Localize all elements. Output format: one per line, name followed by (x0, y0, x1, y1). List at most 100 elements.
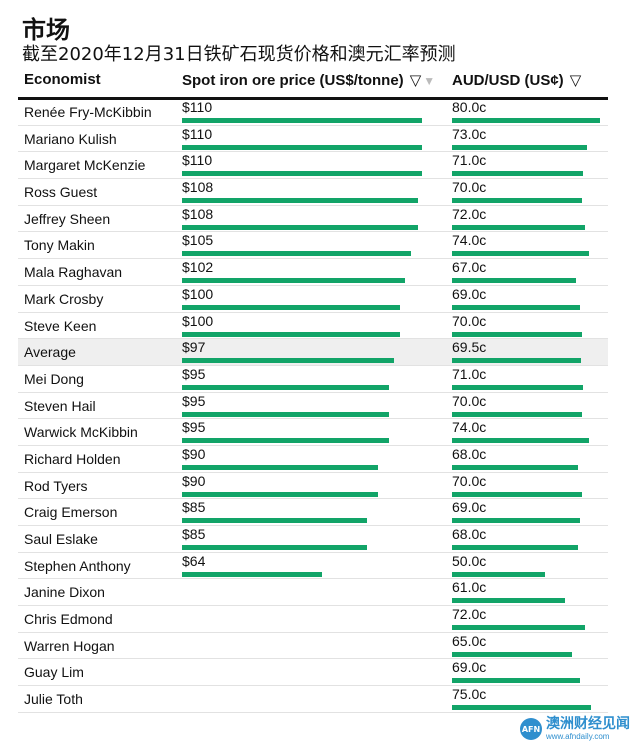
iron-ore-value: $95 (182, 419, 206, 436)
iron-ore-bar (182, 384, 390, 390)
economist-name: Guay Lim (24, 664, 84, 681)
iron-ore-bar (182, 118, 422, 123)
aud-usd-value: 61.0c (452, 579, 487, 596)
aud-usd-bar (452, 625, 586, 631)
aud-usd-value: 70.0c (452, 392, 487, 409)
aud-usd-bar (452, 598, 565, 604)
table-row: Janine Dixon 61.0c (18, 579, 608, 607)
iron-ore-bar (182, 438, 390, 444)
table-row: Chris Edmond 72.0c (18, 606, 608, 633)
aud-usd-value: 72.0c (452, 606, 487, 623)
table-row: Warren Hogan 65.0c (18, 633, 608, 660)
economist-name: Mei Dong (24, 370, 84, 387)
logo-main-text: 澳洲财经见闻 (546, 716, 630, 732)
iron-ore-value: $110 (182, 99, 213, 115)
iron-ore-bar (182, 198, 418, 204)
economist-name: Stephen Anthony (24, 557, 131, 574)
table-header: Economist Spot iron ore price (US$/tonne… (18, 64, 608, 100)
table-row: Richard Holden $90 68.0c (18, 446, 608, 473)
economist-name: Mark Crosby (24, 290, 104, 307)
table-row: Mala Raghavan $102 67.0c (18, 259, 608, 286)
iron-ore-bar (182, 278, 405, 284)
aud-usd-bar (452, 384, 584, 390)
aud-usd-bar (452, 678, 580, 684)
iron-ore-value: $64 (182, 552, 206, 569)
table-row: Stephen Anthony $64 50.0c (18, 553, 608, 580)
aud-usd-value: 69.0c (452, 499, 487, 516)
iron-ore-bar (182, 491, 379, 497)
iron-ore-bar (182, 171, 422, 177)
aud-usd-value: 72.0c (452, 205, 487, 222)
column-header-iron-ore[interactable]: Spot iron ore price (US$/tonne) ▽ ▼ (182, 71, 435, 89)
sort-icon[interactable]: ▽ (409, 72, 422, 89)
logo-sub-text: www.afndaily.com (546, 732, 610, 741)
aud-usd-bar (452, 518, 580, 524)
economist-name: Ross Guest (24, 184, 98, 201)
iron-ore-value: $97 (182, 339, 206, 356)
iron-ore-bar (182, 464, 379, 470)
aud-usd-bar (452, 198, 582, 204)
afn-logo: AFN 澳洲财经见闻 www.afndaily.com (520, 717, 630, 741)
aud-usd-value: 71.0c (452, 152, 487, 169)
table-row: Renée Fry-McKibbin $110 80.0c (18, 99, 608, 126)
sort-active-icon: ▼ (423, 74, 436, 88)
sort-icon[interactable]: ▽ (569, 72, 582, 89)
economist-name: Tony Makin (24, 237, 95, 254)
economist-name: Jeffrey Sheen (24, 210, 111, 227)
iron-ore-bar (182, 358, 394, 364)
afn-logo-icon: AFN (520, 718, 542, 740)
table-body: Renée Fry-McKibbin $110 80.0c Mariano Kulis… (18, 99, 608, 713)
table-row: Steven Hail $95 70.0c (18, 393, 608, 420)
iron-ore-value: $90 (182, 445, 206, 462)
table-row: Warwick McKibbin $95 74.0c (18, 419, 608, 446)
table-row: Saul Eslake $85 68.0c (18, 526, 608, 553)
aud-usd-value: 80.0c (452, 99, 487, 115)
aud-usd-value: 75.0c (452, 686, 487, 703)
iron-ore-bar (182, 224, 418, 230)
aud-usd-value: 69.5c (452, 339, 487, 356)
aud-usd-value: 68.0c (452, 526, 487, 542)
aud-usd-bar (452, 278, 576, 284)
aud-usd-value: 70.0c (452, 179, 487, 196)
aud-usd-bar (452, 464, 578, 470)
economist-name: Average (24, 344, 76, 361)
economist-name: Mala Raghavan (24, 264, 123, 281)
table-row: Mark Crosby $100 69.0c (18, 286, 608, 313)
iron-ore-value: $100 (182, 285, 214, 302)
aud-usd-bar (452, 331, 582, 337)
column-header-aud-usd[interactable]: AUD/USD (US¢) ▽ (452, 71, 581, 89)
aud-usd-value: 68.0c (452, 445, 487, 462)
iron-ore-bar (182, 571, 322, 577)
economist-name: Saul Eslake (24, 531, 98, 547)
aud-usd-value: 73.0c (452, 125, 487, 142)
iron-ore-value: $95 (182, 392, 206, 409)
column-header-economist[interactable]: Economist (24, 71, 101, 88)
iron-ore-bar (182, 545, 368, 550)
economist-name: Steve Keen (24, 317, 97, 334)
iron-ore-value: $108 (182, 179, 214, 196)
table-row: Mei Dong $95 71.0c (18, 366, 608, 393)
table-row: Mariano Kulish $110 73.0c (18, 126, 608, 153)
aud-usd-bar (452, 438, 589, 444)
column-header-economist-label: Economist (24, 71, 101, 88)
aud-usd-bar (452, 705, 591, 711)
chart-title: 市场 (22, 16, 70, 44)
aud-usd-value: 69.0c (452, 659, 487, 676)
iron-ore-value: $85 (182, 526, 206, 542)
iron-ore-value: $105 (182, 232, 214, 249)
aud-usd-value: 70.0c (452, 312, 487, 329)
iron-ore-bar (182, 331, 401, 337)
table-row: Craig Emerson $85 69.0c (18, 499, 608, 526)
iron-ore-bar (182, 144, 422, 150)
iron-ore-value: $110 (182, 152, 213, 169)
aud-usd-bar (452, 251, 589, 257)
iron-ore-value: $108 (182, 205, 214, 222)
aud-usd-bar (452, 411, 582, 417)
table-row: Steve Keen $100 70.0c (18, 313, 608, 340)
economist-name: Rod Tyers (24, 477, 88, 494)
table-row: Jeffrey Sheen $108 72.0c (18, 206, 608, 233)
aud-usd-bar (452, 571, 545, 577)
iron-ore-value: $102 (182, 259, 214, 276)
aud-usd-value: 69.0c (452, 285, 487, 302)
aud-usd-value: 70.0c (452, 472, 487, 489)
